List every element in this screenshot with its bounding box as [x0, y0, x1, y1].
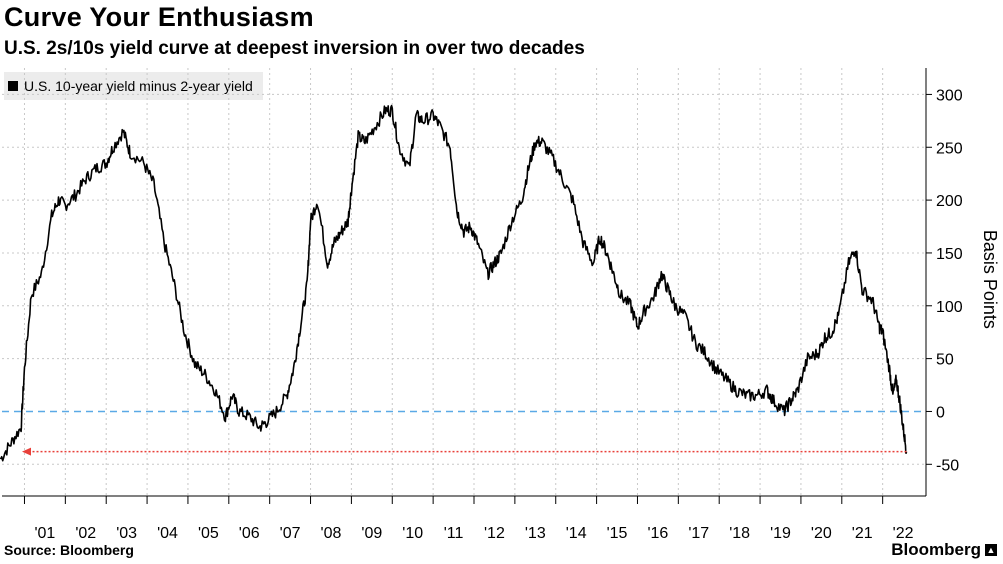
x-tick-label: '22: [893, 525, 914, 542]
x-tick-label: '11: [444, 525, 464, 542]
y-tick-label: 250: [936, 140, 963, 157]
y-axis-title: Basis Points: [980, 230, 1000, 329]
x-tick-label: '05: [198, 525, 219, 542]
y-tick-label: 200: [936, 193, 963, 210]
grid-lines: [2, 68, 926, 496]
x-tick-label: '12: [484, 525, 505, 542]
legend: U.S. 10-year yield minus 2-year yield: [4, 72, 263, 100]
series-line-10y-minus-2y: [0, 104, 908, 462]
x-tick-label: '09: [361, 525, 382, 542]
y-tick-label: 50: [936, 352, 954, 369]
y-tick-label: 300: [936, 87, 963, 104]
y-tick-label: 150: [936, 246, 963, 263]
x-tick-label: '07: [280, 525, 301, 542]
series-layer: [0, 104, 908, 462]
x-tick-label: '02: [75, 525, 96, 542]
chart-title: Curve Your Enthusiasm: [4, 2, 314, 32]
x-tick-label: '14: [566, 525, 587, 542]
x-tick-label: '03: [116, 525, 137, 542]
brand-text: Bloomberg: [891, 540, 981, 559]
chart-subtitle: U.S. 2s/10s yield curve at deepest inver…: [4, 38, 585, 59]
y-tick-label: -50: [936, 457, 959, 474]
x-tick-label: '17: [688, 525, 709, 542]
x-tick-label: '04: [157, 525, 178, 542]
bloomberg-square-icon: ▲: [985, 544, 997, 556]
x-tick-label: '21: [852, 525, 873, 542]
x-tick-label: '08: [321, 525, 342, 542]
x-tick-label: '01: [34, 525, 55, 542]
x-tick-label: '10: [402, 525, 423, 542]
x-tick-label: '13: [525, 525, 546, 542]
x-tick-label: '16: [647, 525, 668, 542]
x-tick-label: '18: [729, 525, 750, 542]
bloomberg-logo: Bloomberg ▲: [891, 540, 997, 560]
legend-label: U.S. 10-year yield minus 2-year yield: [24, 78, 253, 94]
axes: 300 250 200 150 100 50 0 -50 '01 '02 '03 '04 '05 '06 '…: [2, 68, 1000, 542]
x-tick-label: '15: [607, 525, 628, 542]
y-tick-label: 0: [936, 404, 945, 421]
y-tick-label: 100: [936, 299, 963, 316]
x-tick-label: '06: [239, 525, 260, 542]
legend-swatch-icon: [8, 81, 18, 91]
x-tick-label: '20: [811, 525, 832, 542]
x-tick-label: '19: [770, 525, 791, 542]
source-note: Source: Bloomberg: [4, 542, 134, 558]
annotation-layer: [22, 447, 907, 456]
arrow-head-icon: [22, 447, 31, 456]
